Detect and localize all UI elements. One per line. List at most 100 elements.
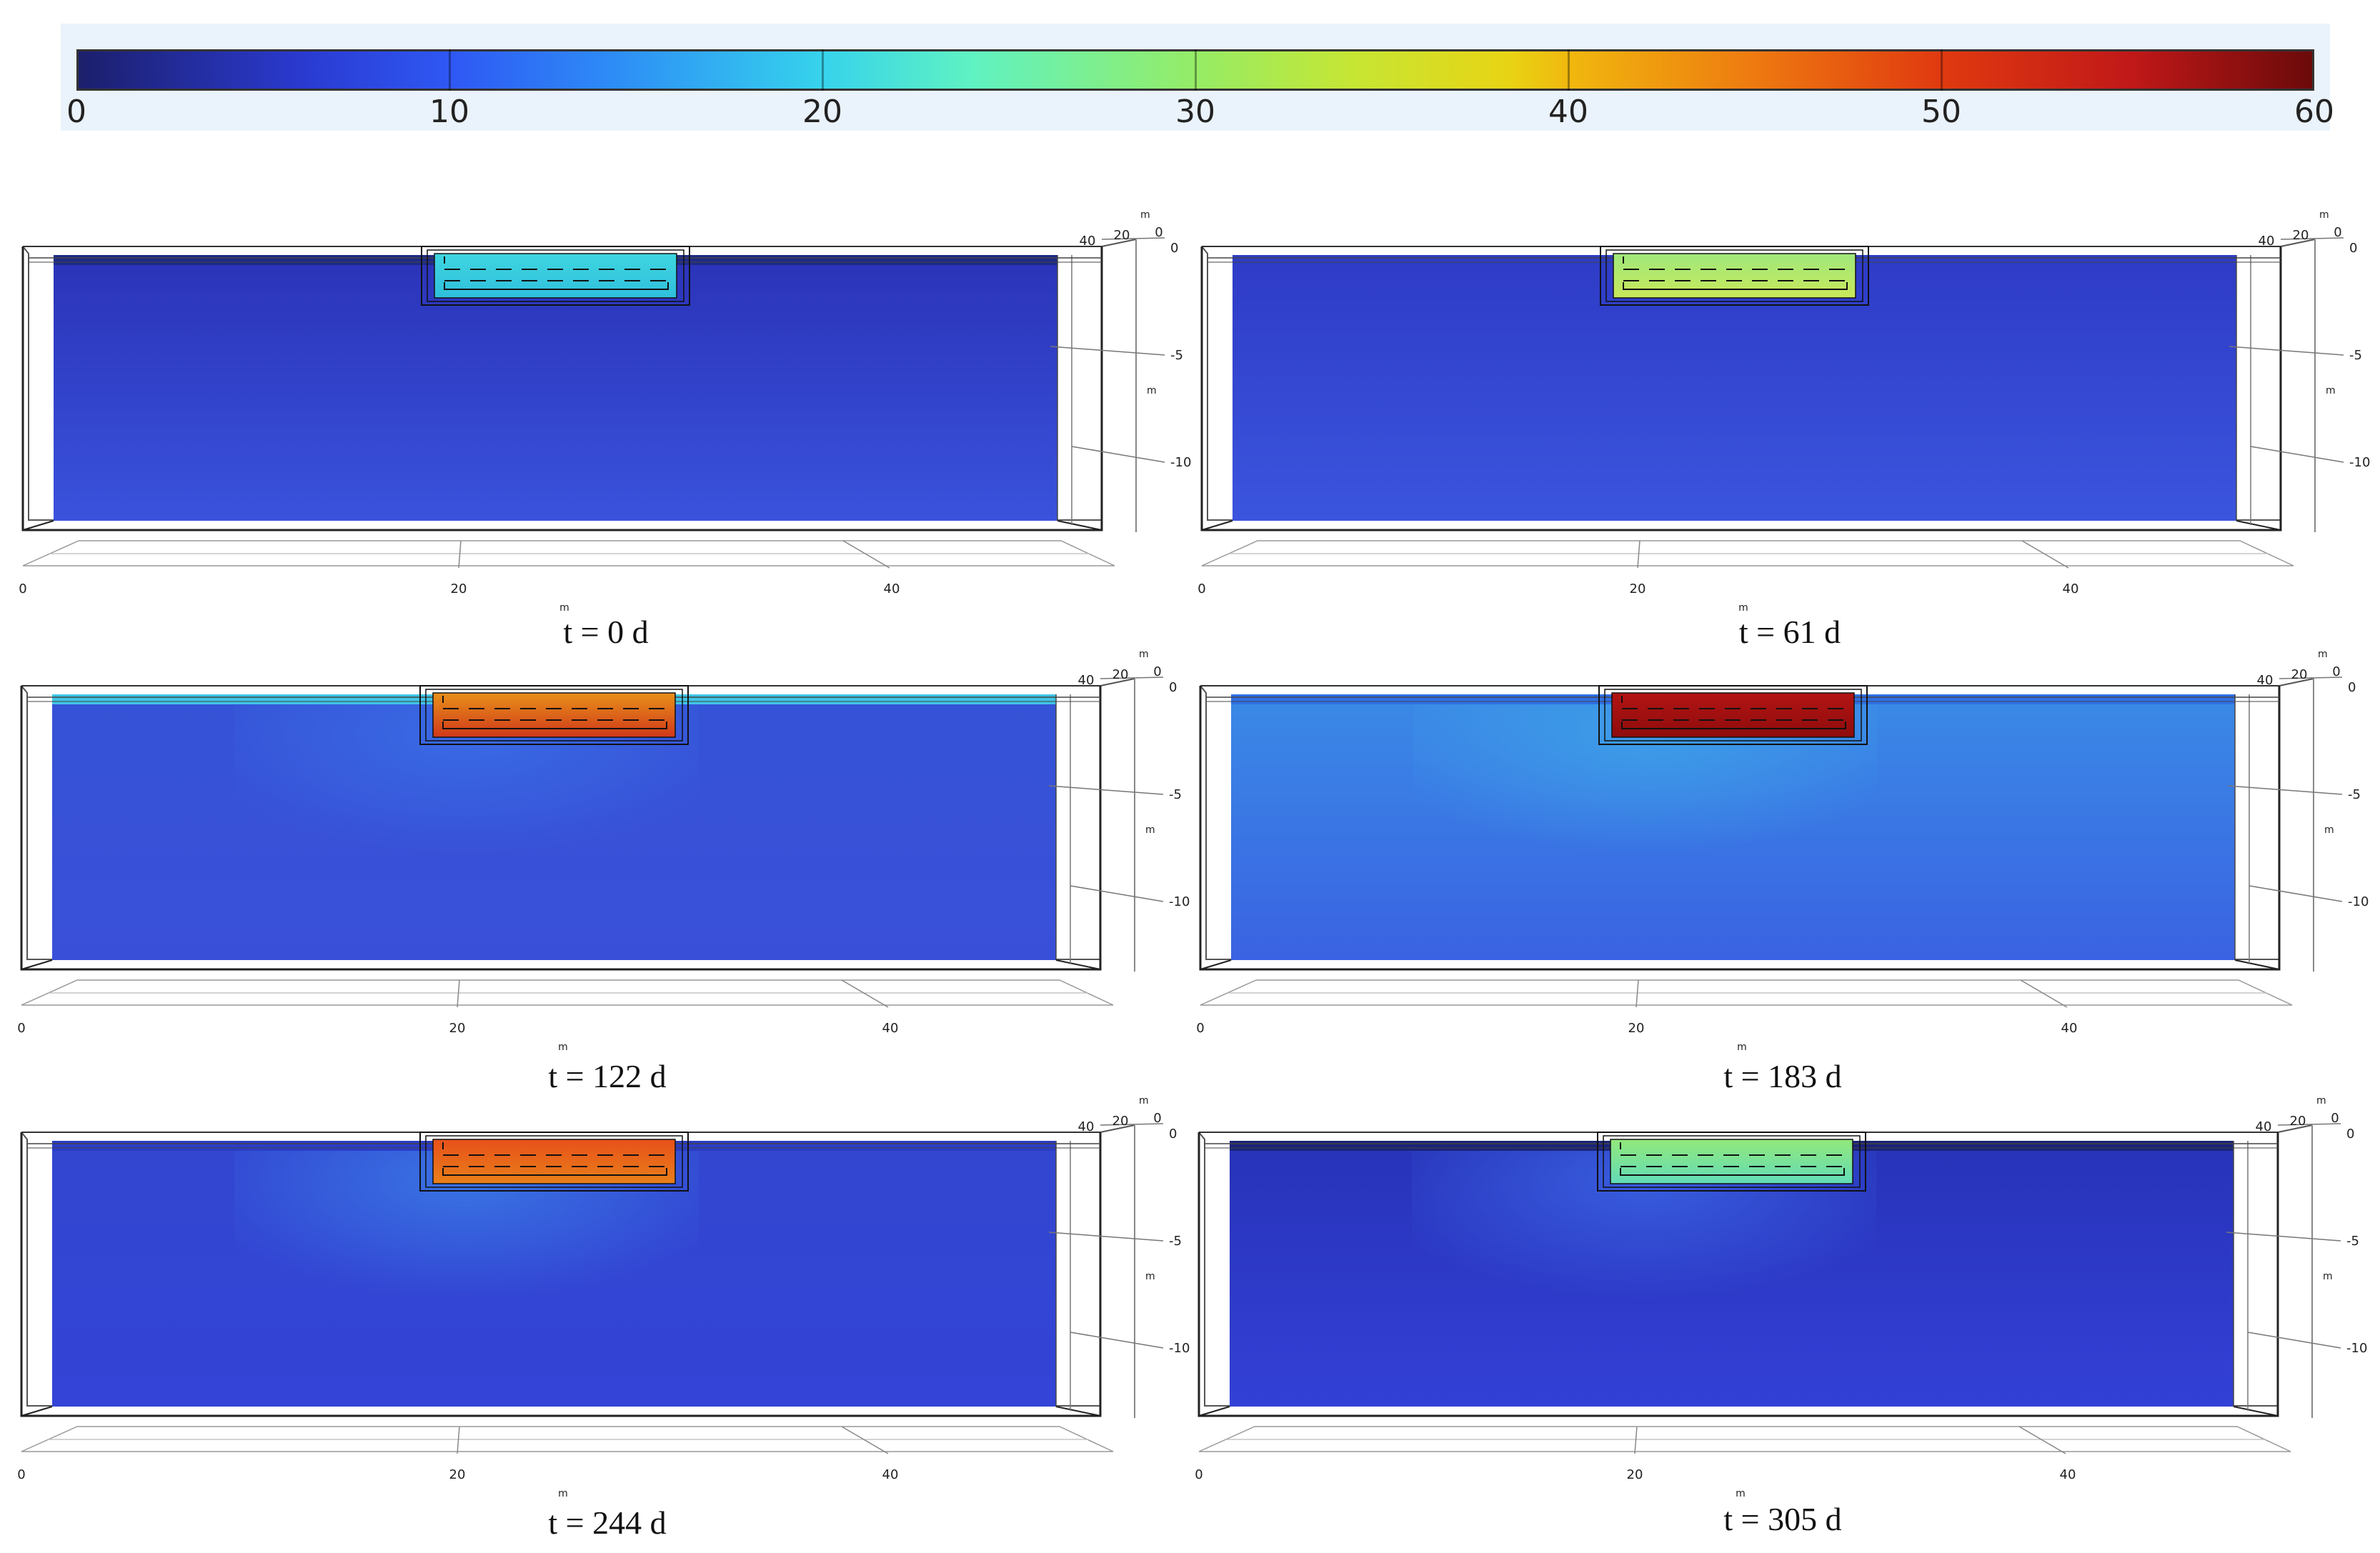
axis-leader (2226, 1232, 2341, 1242)
floor-tick (457, 979, 460, 1008)
depth-tick-label: -10 (2346, 1341, 2367, 1356)
x-tick-label: 0 (1198, 581, 1205, 596)
axis-leader (2227, 785, 2343, 795)
floor-tick (841, 1426, 889, 1454)
caption-t122: t = 122 d (548, 1058, 667, 1094)
floor-tick (841, 979, 889, 1008)
y-tick-label: 40 (2256, 1119, 2272, 1134)
panel-t244: 0 20 40 m 0 -5 -10 m 40 20 0 m (17, 1095, 1199, 1499)
y-tick-label: 20 (1112, 1114, 1129, 1129)
box-bottom-right-edge (2233, 1406, 2279, 1417)
tank-outer-frame (419, 685, 689, 745)
caption-t244: t = 244 d (548, 1504, 667, 1541)
colorbar-tick-mark (1941, 49, 1943, 91)
caption-t183: t = 183 d (1723, 1058, 1842, 1094)
box-bottom-left-edge (1200, 959, 1232, 970)
panel-t61: 0 20 40 m 0 -5 -10 m 40 20 0 m (1198, 209, 2379, 614)
tank-middle-frame (1604, 689, 1862, 741)
axis-leader (1070, 1332, 1164, 1349)
box-bottom-right-edge (1055, 1406, 1101, 1417)
colorbar-tick-mark (1195, 49, 1197, 91)
depth-unit-label: m (1145, 1271, 1155, 1282)
x-unit-label: m (559, 602, 569, 614)
depth-unit-label: m (2324, 824, 2334, 836)
x-tick-label: 20 (449, 1467, 466, 1482)
x-tick-label: 40 (2063, 581, 2079, 596)
box-bottom-left-edge (22, 520, 54, 531)
box-frame-front (1198, 1132, 2279, 1417)
y-tick-label: 0 (1155, 225, 1162, 240)
tank-middle-frame (1605, 249, 1863, 302)
storage-tank (1613, 253, 1856, 299)
floor-axis-plane (21, 1426, 1114, 1452)
y-unit-label: m (1139, 1095, 1149, 1107)
floor-tick (2020, 979, 2068, 1008)
colorbar-tick-label: 40 (1548, 94, 1588, 130)
y-tick-label: 20 (2291, 667, 2308, 682)
y-tick-label: 20 (1114, 228, 1130, 243)
x-tick-label: 20 (449, 1021, 466, 1036)
y-tick-label: 40 (1080, 234, 1096, 249)
depth-tick-label: -5 (1169, 787, 1182, 802)
depth-tick-label: 0 (1170, 241, 1178, 256)
y-unit-label: m (2318, 649, 2328, 660)
box-bottom-left-edge (1198, 1406, 1230, 1417)
colorbar-tick-mark (1568, 49, 1570, 91)
x-tick-label: 0 (1195, 1467, 1203, 1482)
colorbar-tick-label: 60 (2294, 94, 2334, 130)
axis-leader (2280, 237, 2344, 240)
tank-middle-frame (425, 689, 683, 741)
box-bottom-left-edge (1201, 520, 1233, 531)
pipe-loop (442, 721, 667, 729)
x-unit-label: m (1736, 1488, 1746, 1499)
floor-tick (2021, 540, 2069, 569)
pipe-loop (442, 1168, 667, 1176)
axis-leader (1100, 1123, 1164, 1126)
depth-unit-label: m (1145, 824, 1155, 836)
caption-t305: t = 305 d (1723, 1501, 1842, 1537)
axis-leader (2250, 446, 2344, 463)
x-tick-label: 40 (2061, 1021, 2078, 1036)
colorbar-panel: 0 10 20 30 40 50 60 (61, 24, 2334, 131)
x-tick-label: 40 (882, 1021, 899, 1036)
depth-tick-label: -5 (2346, 1234, 2359, 1249)
y-tick-label: 20 (2293, 228, 2309, 243)
floor-axis-plane (22, 540, 1115, 566)
x-unit-label: m (1738, 602, 1748, 614)
colorbar-tick-label: 20 (802, 94, 842, 130)
axis-leader (1070, 885, 1164, 902)
x-tick-label: 40 (884, 581, 900, 596)
box-frame-front (20, 686, 1102, 971)
y-tick-label: 40 (1078, 1119, 1095, 1134)
box-depth-edge (2280, 239, 2316, 247)
floor-tick (1637, 540, 1640, 569)
y-tick-label: 40 (2259, 234, 2275, 249)
storage-tank (432, 1139, 676, 1184)
tank-outer-frame (419, 1132, 689, 1192)
colorbar-tick-label: 50 (1921, 94, 1961, 130)
colorbar-tick-label: 10 (429, 94, 469, 130)
depth-tick-label: 0 (2348, 680, 2356, 695)
tank-middle-frame (425, 1135, 683, 1188)
tank-middle-frame (427, 249, 684, 302)
floor-axis-plane (1200, 979, 2293, 1006)
depth-tick-label: -5 (2348, 787, 2361, 802)
box-bottom-right-edge (1057, 520, 1102, 531)
depth-unit-label: m (2326, 385, 2336, 396)
tank-outer-frame (421, 246, 690, 306)
box-bottom-right-edge (1055, 959, 1101, 970)
y-tick-label: 0 (1153, 1111, 1161, 1126)
floor-tick (2018, 1426, 2066, 1454)
axis-leader (2249, 885, 2343, 902)
y-unit-label: m (2319, 209, 2329, 221)
box-frame-front (21, 246, 1103, 531)
floor-tick (1635, 979, 1639, 1008)
box-depth-edge (1100, 678, 1135, 686)
x-unit-label: m (1737, 1042, 1747, 1053)
floor-axis-plane (1198, 1426, 2291, 1452)
tank-outer-frame (1600, 246, 1869, 306)
y-tick-label: 20 (1112, 667, 1129, 682)
